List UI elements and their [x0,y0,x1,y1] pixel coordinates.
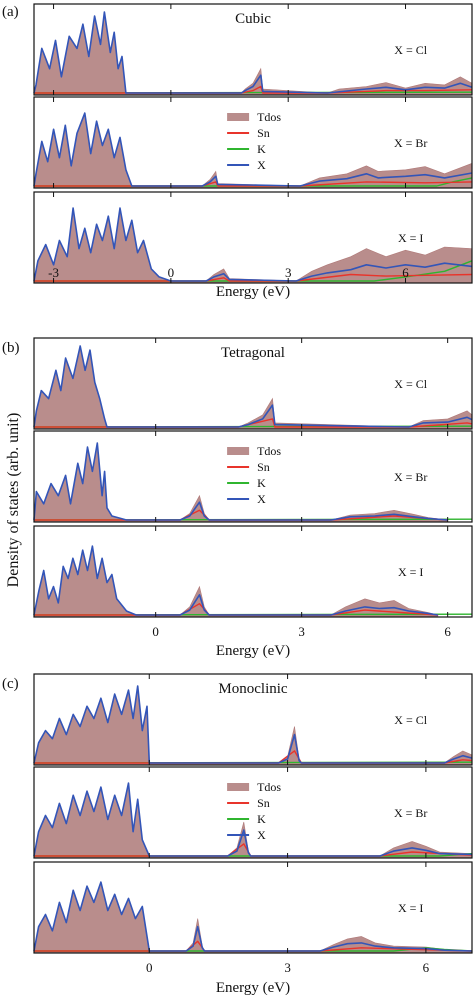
panel-frame [33,861,473,954]
legend-swatch-tdos [227,783,250,791]
x-tick-label: 0 [168,265,175,280]
x-tick-label: 6 [423,960,430,975]
tdos-area [33,881,473,954]
x-tick-label: 0 [152,624,159,639]
panel-label: X = Cl [394,43,427,57]
panel-frame [33,191,473,284]
x-pdos-line [33,545,439,616]
x-pdos-line [33,112,473,187]
panel-label: X = Br [394,136,427,150]
x-tick-label: 6 [402,265,409,280]
legend-label: X [257,492,266,506]
panel-label: X = I [398,901,423,915]
tdos-area [33,783,473,859]
dos-panel-2-2: X = Br Tdos Sn KX [33,430,473,523]
dos-panel-3-3: X = I [33,861,473,954]
legend-swatch-tdos [227,113,250,121]
x-tick-label: -3 [48,265,59,280]
legend-label: Tdos [257,444,281,458]
legend-label: Sn [257,126,270,140]
x-pdos-line [33,881,473,952]
legend-label: Sn [257,460,270,474]
panel-frame [33,766,473,859]
x-tick-label: 6 [444,624,451,639]
panel-frame [33,3,473,96]
x-axis-label: Energy (eV) [216,284,290,300]
dos-panel-1-3: X = I [33,191,473,284]
x-tick-label: 0 [146,960,153,975]
panel-label: X = Cl [394,377,427,391]
dos-panel-3-1: X = Cl Monoclinic [33,673,473,766]
legend-label: Sn [257,796,270,810]
dos-panel-1-2: X = Br Tdos Sn KX [33,96,473,189]
panel-frame [33,673,473,766]
legend-label: K [257,476,266,490]
panel-label: X = Br [394,806,427,820]
dos-group-2: (b) X = Cl Tetragonal X = Br Tdos Sn KX X = I 0 3… [2,337,473,659]
panel-letter: (b) [2,340,20,356]
x-pdos-line [33,442,448,521]
dos-group-1: (a) X = Cl Cubic X = Br Tdos Sn KX X = I -3 0 3 6 En… [2,3,473,300]
legend-label: K [257,812,266,826]
x-pdos-line [33,685,473,764]
x-axis-label: Energy (eV) [216,980,290,996]
x-axis-label: Energy (eV) [216,643,290,659]
panel-frame [33,337,473,430]
y-axis-label: Density of states (arb. unit) [5,413,22,588]
panel-title: Monoclinic [218,681,287,697]
legend-label: K [257,142,266,156]
panel-frame [33,525,473,618]
panel-title: Cubic [235,11,271,27]
panel-label: X = I [398,231,423,245]
x-pdos-line [33,207,473,282]
dos-group-3: (c) X = Cl Monoclinic X = Br Tdos Sn KX X = I 0 3… [2,673,473,996]
x-tick-label: 3 [285,265,292,280]
dos-panel-2-1: X = Cl Tetragonal [33,337,473,430]
panel-frame [33,430,473,523]
panel-letter: (c) [2,676,19,692]
legend-swatch-tdos [227,447,250,455]
panel-title: Tetragonal [221,345,285,361]
panel-label: X = Cl [394,713,427,727]
x-tick-label: 3 [284,960,291,975]
x-pdos-line [33,11,473,94]
dos-panel-3-2: X = Br Tdos Sn KX [33,766,473,859]
legend-label: Tdos [257,780,281,794]
x-pdos-line [33,782,473,857]
panel-label: X = I [398,565,423,579]
dos-panel-1-1: X = Cl Cubic [33,3,473,96]
legend-label: X [257,828,266,842]
sn-pdos-line [34,85,473,94]
legend-label: Tdos [257,110,281,124]
dos-panel-2-3: X = I [33,525,473,618]
panel-label: X = Br [394,470,427,484]
x-pdos-line [33,345,473,428]
x-tick-label: 3 [298,624,305,639]
panel-frame [33,96,473,189]
legend-label: X [257,158,266,172]
panel-letter: (a) [2,4,19,20]
